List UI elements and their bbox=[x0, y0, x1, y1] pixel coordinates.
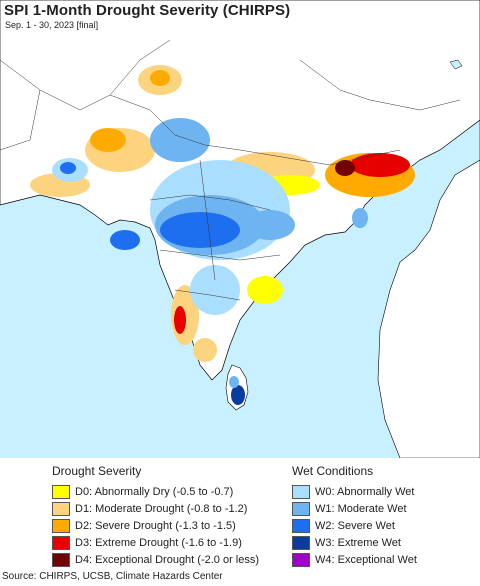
legend-drought-heading: Drought Severity bbox=[52, 464, 142, 478]
legend: Drought Severity D0: Abnormally Dry (-0.… bbox=[0, 458, 480, 568]
w2-patch-central bbox=[160, 212, 240, 248]
swatch-d0 bbox=[52, 485, 70, 499]
d3-patch-northeast bbox=[350, 153, 410, 177]
d4-patch-northeast bbox=[335, 160, 355, 176]
swatch-w4 bbox=[292, 553, 310, 567]
legend-label-d1: D1: Moderate Drought (-0.8 to -1.2) bbox=[75, 503, 248, 515]
legend-item-w4: W4: Exceptional Wet bbox=[292, 552, 417, 568]
legend-item-d4: D4: Exceptional Drought (-2.0 or less) bbox=[52, 552, 259, 568]
legend-item-d0: D0: Abnormally Dry (-0.5 to -0.7) bbox=[52, 484, 259, 500]
admin-boundaries bbox=[0, 39, 461, 301]
border-line-1 bbox=[109, 94, 241, 151]
legend-label-d4: D4: Exceptional Drought (-2.0 or less) bbox=[75, 554, 260, 566]
legend-label-w2: W2: Severe Wet bbox=[315, 520, 395, 532]
w2-patch-northwest bbox=[60, 162, 76, 174]
swatch-d1 bbox=[52, 502, 70, 516]
w3-patch-srilanka bbox=[231, 385, 245, 405]
legend-label-d2: D2: Severe Drought (-1.3 to -1.5) bbox=[75, 520, 236, 532]
legend-item-w0: W0: Abnormally Wet bbox=[292, 484, 417, 500]
legend-drought: Drought Severity D0: Abnormally Dry (-0.… bbox=[52, 464, 259, 569]
swatch-w2 bbox=[292, 519, 310, 533]
legend-item-w1: W1: Moderate Wet bbox=[292, 501, 417, 517]
swatch-d2 bbox=[52, 519, 70, 533]
d2-patch-northwest bbox=[90, 128, 126, 152]
legend-wet: Wet Conditions W0: Abnormally Wet W1: Mo… bbox=[292, 464, 417, 569]
swatch-d3 bbox=[52, 536, 70, 550]
border-line-2 bbox=[239, 149, 401, 166]
w0-patch-south bbox=[190, 265, 240, 315]
map-date-range: Sep. 1 - 30, 2023 [final] bbox=[5, 20, 99, 30]
legend-item-d1: D1: Moderate Drought (-0.8 to -1.2) bbox=[52, 501, 259, 517]
border-line-3 bbox=[149, 194, 271, 211]
swatch-w3 bbox=[292, 536, 310, 550]
legend-label-d3: D3: Extreme Drought (-1.6 to -1.9) bbox=[75, 537, 242, 549]
border-line-9 bbox=[299, 59, 461, 111]
border-line-5 bbox=[174, 289, 241, 301]
legend-label-d0: D0: Abnormally Dry (-0.5 to -0.7) bbox=[75, 486, 234, 498]
border-line-4 bbox=[159, 249, 281, 261]
border-line-7 bbox=[39, 39, 171, 111]
legend-item-w2: W2: Severe Wet bbox=[292, 518, 417, 534]
drought-map bbox=[0, 0, 480, 458]
w1-patch-east bbox=[245, 210, 295, 240]
d2-patch-north bbox=[150, 70, 170, 86]
legend-label-w4: W4: Exceptional Wet bbox=[315, 554, 417, 566]
d3-patch-westcoast bbox=[174, 306, 186, 334]
land-northern-region bbox=[0, 0, 480, 458]
map-panel: SPI 1-Month Drought Severity (CHIRPS) Se… bbox=[0, 0, 480, 458]
land-island-ne bbox=[449, 59, 463, 70]
legend-label-w0: W0: Abnormally Wet bbox=[315, 486, 415, 498]
w1-patch-northeast bbox=[352, 208, 368, 228]
d0-patch-southeast bbox=[247, 276, 283, 304]
border-line-6 bbox=[199, 159, 216, 281]
border-line-8 bbox=[0, 59, 41, 151]
legend-item-d3: D3: Extreme Drought (-1.6 to -1.9) bbox=[52, 535, 259, 551]
swatch-w1 bbox=[292, 502, 310, 516]
map-title: SPI 1-Month Drought Severity (CHIRPS) bbox=[4, 2, 291, 19]
w1-patch-srilanka bbox=[229, 376, 239, 388]
d1-patch-south bbox=[193, 338, 217, 362]
w2-patch-gujarat bbox=[110, 230, 140, 250]
legend-wet-heading: Wet Conditions bbox=[292, 464, 374, 478]
legend-item-w3: W3: Extreme Wet bbox=[292, 535, 417, 551]
legend-label-w3: W3: Extreme Wet bbox=[315, 537, 401, 549]
swatch-d4 bbox=[52, 553, 70, 567]
legend-label-w1: W1: Moderate Wet bbox=[315, 503, 407, 515]
wet-patches bbox=[52, 118, 368, 405]
w1-patch-north bbox=[150, 118, 210, 162]
swatch-w0 bbox=[292, 485, 310, 499]
legend-item-d2: D2: Severe Drought (-1.3 to -1.5) bbox=[52, 518, 259, 534]
source-credit: Source: CHIRPS, UCSB, Climate Hazards Ce… bbox=[2, 571, 223, 582]
